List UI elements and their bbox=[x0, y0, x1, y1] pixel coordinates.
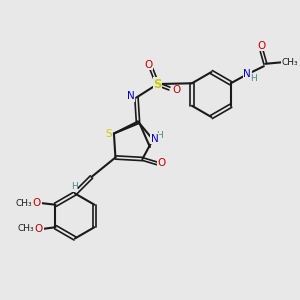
Text: O: O bbox=[158, 158, 166, 169]
Text: H: H bbox=[250, 74, 257, 83]
Text: CH₃: CH₃ bbox=[15, 199, 32, 208]
Text: H: H bbox=[71, 182, 78, 191]
Text: S: S bbox=[153, 77, 162, 91]
Text: O: O bbox=[257, 41, 265, 51]
Text: N: N bbox=[244, 69, 251, 79]
Text: CH₃: CH₃ bbox=[17, 224, 34, 233]
Text: O: O bbox=[33, 198, 41, 208]
Text: H: H bbox=[156, 131, 163, 140]
Text: N: N bbox=[127, 91, 135, 101]
Text: N: N bbox=[151, 134, 158, 144]
Text: S: S bbox=[105, 128, 112, 139]
Text: O: O bbox=[35, 224, 43, 234]
Text: CH₃: CH₃ bbox=[282, 58, 298, 67]
Text: O: O bbox=[144, 59, 152, 70]
Text: O: O bbox=[172, 85, 180, 95]
